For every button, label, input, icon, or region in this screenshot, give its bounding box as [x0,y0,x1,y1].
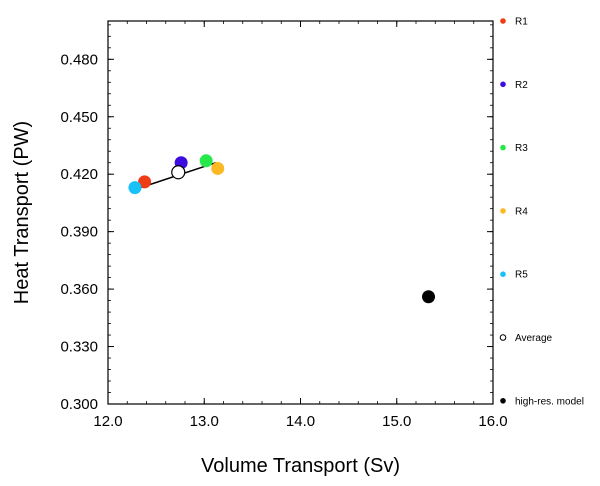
point-high-res-model [422,290,436,304]
y-tick-label: 0.480 [60,51,98,68]
point-r4 [211,161,225,175]
legend-label-high-res-model: high-res. model [515,396,584,407]
x-tick-label: 16.0 [478,413,507,430]
y-tick-label: 0.420 [60,166,98,183]
point-average [171,165,186,180]
legend-label-r5: R5 [515,270,528,281]
legend: R1 R2 R3 R4 R5 Average high-res. model [499,17,584,407]
x-tick-label: 15.0 [382,413,411,430]
y-axis-title: Heat Transport (PW) [11,121,33,304]
y-tick-label: 0.450 [60,109,98,126]
legend-marker-high-res-model [500,398,506,404]
legend-label-r2: R2 [515,80,528,91]
y-axis: 0.300 0.330 0.360 0.390 0.420 0.450 0.480 [60,24,493,413]
y-tick-label: 0.300 [60,396,98,413]
y-tick-label: 0.390 [60,224,98,241]
point-r5 [128,181,142,195]
legend-marker-r5 [500,271,506,278]
point-r3 [199,154,213,168]
y-tick-label: 0.330 [60,339,98,356]
legend-marker-r1 [500,18,506,24]
point-r1 [138,175,152,189]
legend-marker-r3 [500,144,506,151]
data-points [128,154,436,304]
x-tick-label: 12.0 [93,413,122,430]
legend-marker-r2 [500,81,506,88]
y-tick-label: 0.360 [60,281,98,298]
legend-marker-average [499,334,507,341]
x-axis-title: Volume Transport (Sv) [201,455,400,477]
legend-label-average: Average [515,333,553,344]
x-axis: 12.0 13.0 14.0 15.0 16.0 [93,21,508,430]
legend-label-r4: R4 [515,206,528,217]
x-tick-label: 13.0 [190,413,219,430]
legend-label-r1: R1 [515,17,528,28]
legend-label-r3: R3 [515,143,528,154]
plot-area [107,20,494,405]
legend-marker-r4 [500,208,506,214]
x-tick-label: 14.0 [286,413,315,430]
